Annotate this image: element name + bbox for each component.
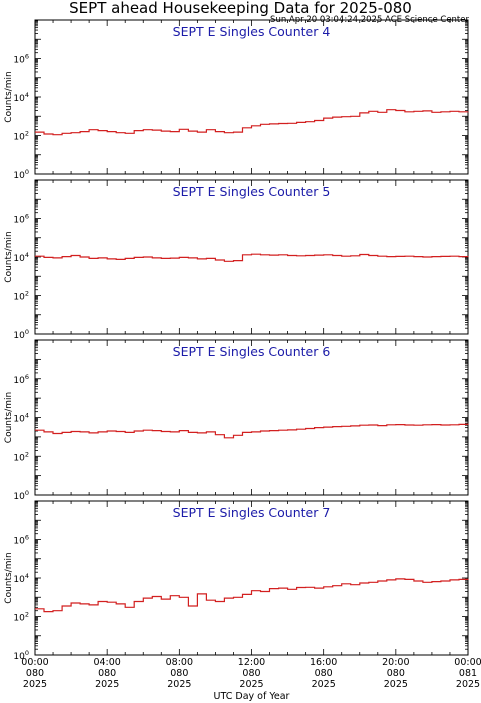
panel-label: SEPT E Singles Counter 7 xyxy=(173,505,331,520)
panel-frame xyxy=(34,500,469,656)
x-tick-label: 080 xyxy=(170,668,188,679)
y-tick-label: 104 xyxy=(13,572,29,585)
y-tick-label: 104 xyxy=(13,251,29,264)
y-tick-label: 100 xyxy=(13,168,29,181)
y-tick-label: 102 xyxy=(13,450,29,463)
x-tick-label: 080 xyxy=(242,668,260,679)
x-tick-label: 2025 xyxy=(456,679,480,690)
data-series-line xyxy=(35,423,469,439)
x-tick-label: 20:00 xyxy=(382,657,409,668)
y-tick-label: 104 xyxy=(13,412,29,425)
x-tick-label: 04:00 xyxy=(93,657,120,668)
x-tick-label: 080 xyxy=(387,668,405,679)
x-tick-label: 2025 xyxy=(167,679,191,690)
panel-label: SEPT E Singles Counter 6 xyxy=(173,344,331,359)
y-tick-label: 102 xyxy=(13,290,29,303)
x-tick-label: 080 xyxy=(315,668,333,679)
x-tick-label: 2025 xyxy=(23,679,47,690)
x-tick-label: 2025 xyxy=(312,679,336,690)
y-tick-label: 106 xyxy=(13,534,29,547)
y-tick-label: 102 xyxy=(13,130,29,143)
page-title: SEPT ahead Housekeeping Data for 2025-08… xyxy=(69,0,412,17)
y-axis-label: Counts/min xyxy=(4,392,14,443)
y-tick-label: 106 xyxy=(13,53,29,66)
data-series-line xyxy=(35,578,469,613)
y-axis-label: Counts/min xyxy=(4,71,14,122)
x-tick-label: 00:00 xyxy=(21,657,48,668)
y-tick-label: 104 xyxy=(13,91,29,104)
data-series-line xyxy=(35,253,469,262)
y-tick-label: 100 xyxy=(13,489,29,502)
x-tick-label: 080 xyxy=(26,668,44,679)
y-tick-label: 106 xyxy=(13,373,29,386)
x-axis-label: UTC Day of Year xyxy=(214,691,290,702)
panel-label: SEPT E Singles Counter 5 xyxy=(173,184,331,199)
y-tick-label: 100 xyxy=(13,328,29,341)
panel-frame xyxy=(34,19,469,175)
x-tick-label: 080 xyxy=(98,668,116,679)
y-axis-label: Counts/min xyxy=(4,552,14,603)
y-axis-label: Counts/min xyxy=(4,231,14,282)
x-tick-label: 12:00 xyxy=(238,657,265,668)
panel-frame xyxy=(34,339,469,496)
panel-label: SEPT E Singles Counter 4 xyxy=(173,24,331,39)
x-tick-label: 08:00 xyxy=(166,657,193,668)
x-tick-label: 2025 xyxy=(95,679,119,690)
y-tick-label: 102 xyxy=(13,611,29,624)
data-series-line xyxy=(35,109,469,136)
y-tick-label: 106 xyxy=(13,213,29,226)
x-tick-label: 081 xyxy=(459,668,477,679)
x-tick-label: 16:00 xyxy=(310,657,337,668)
x-tick-label: 2025 xyxy=(239,679,263,690)
x-tick-label: 2025 xyxy=(384,679,408,690)
x-tick-label: 00:00 xyxy=(454,657,481,668)
